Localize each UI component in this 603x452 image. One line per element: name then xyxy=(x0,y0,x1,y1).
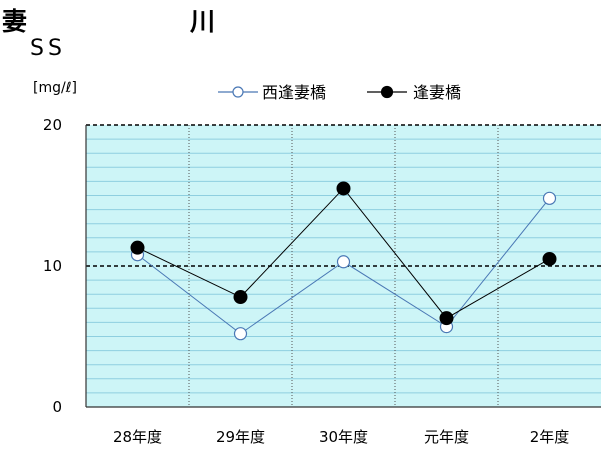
unit-label: [mg/ℓ] xyxy=(33,80,77,96)
river-name-char-1: 妻 xyxy=(2,7,28,36)
series-2-point xyxy=(542,251,557,266)
x-tick-label: 元年度 xyxy=(424,428,469,446)
x-tick-label: 30年度 xyxy=(319,428,368,446)
parameter-label: SS xyxy=(30,36,66,61)
x-tick-label: 28年度 xyxy=(113,428,162,446)
y-tick-label: 20 xyxy=(43,116,62,134)
series-1-point xyxy=(542,191,557,205)
series-2-point xyxy=(130,240,145,255)
series-2-point xyxy=(439,311,454,326)
series-2-point xyxy=(233,290,248,305)
legend-label-2: 逢妻橋 xyxy=(413,83,461,102)
legend-marker-2 xyxy=(380,85,394,99)
x-tick-label: 29年度 xyxy=(216,428,265,446)
river-name-char-2: 川 xyxy=(190,7,216,36)
x-tick-label: 2年度 xyxy=(530,428,570,446)
series-2-point xyxy=(336,181,351,196)
legend-label-1: 西逢妻橋 xyxy=(262,83,326,102)
series-1-point xyxy=(336,255,351,269)
y-tick-label: 10 xyxy=(43,257,62,275)
series-1-point xyxy=(233,327,248,341)
y-tick-label: 0 xyxy=(52,398,62,416)
legend-marker-1 xyxy=(232,86,244,98)
